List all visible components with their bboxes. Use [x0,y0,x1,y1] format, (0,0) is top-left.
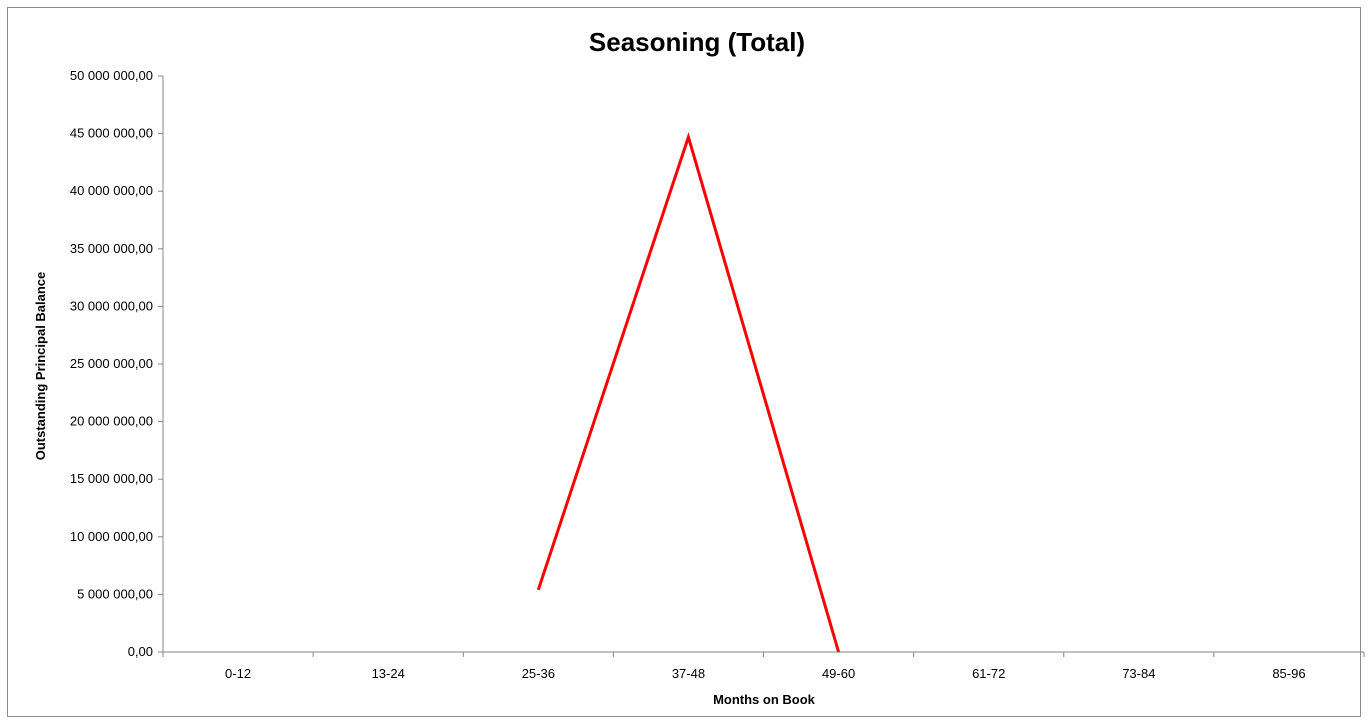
y-tick-label: 30 000 000,00 [70,298,153,313]
y-tick-label: 10 000 000,00 [70,529,153,544]
x-tick-label: 0-12 [225,666,251,681]
x-tick-label: 73-84 [1122,666,1155,681]
x-tick-label: 61-72 [972,666,1005,681]
x-axis-label: Months on Book [713,692,816,707]
series-line [536,132,841,653]
plot-area: 0,00 5 000 000,00 10 000 000,00 15 000 000,… [70,68,1365,681]
y-tick-label: 35 000 000,00 [70,241,153,256]
x-tick-label: 25-36 [522,666,555,681]
y-tick-label: 0,00 [128,644,153,659]
y-tick-label: 20 000 000,00 [70,414,153,429]
x-tick-label: 37-48 [672,666,705,681]
y-tick-label: 5 000 000,00 [77,586,153,601]
y-tick-label: 45 000 000,00 [70,126,153,141]
x-tick-label: 85-96 [1272,666,1305,681]
y-tick-label: 15 000 000,00 [70,471,153,486]
chart-title: Seasoning (Total) [589,27,805,57]
y-tick-label: 40 000 000,00 [70,183,153,198]
y-tick-label: 50 000 000,00 [70,68,153,83]
y-tick-label: 25 000 000,00 [70,356,153,371]
x-tick-label: 13-24 [372,666,405,681]
x-tick-label: 49-60 [822,666,855,681]
y-axis-label: Outstanding Principal Balance [33,272,48,461]
chart-frame [7,7,1361,717]
